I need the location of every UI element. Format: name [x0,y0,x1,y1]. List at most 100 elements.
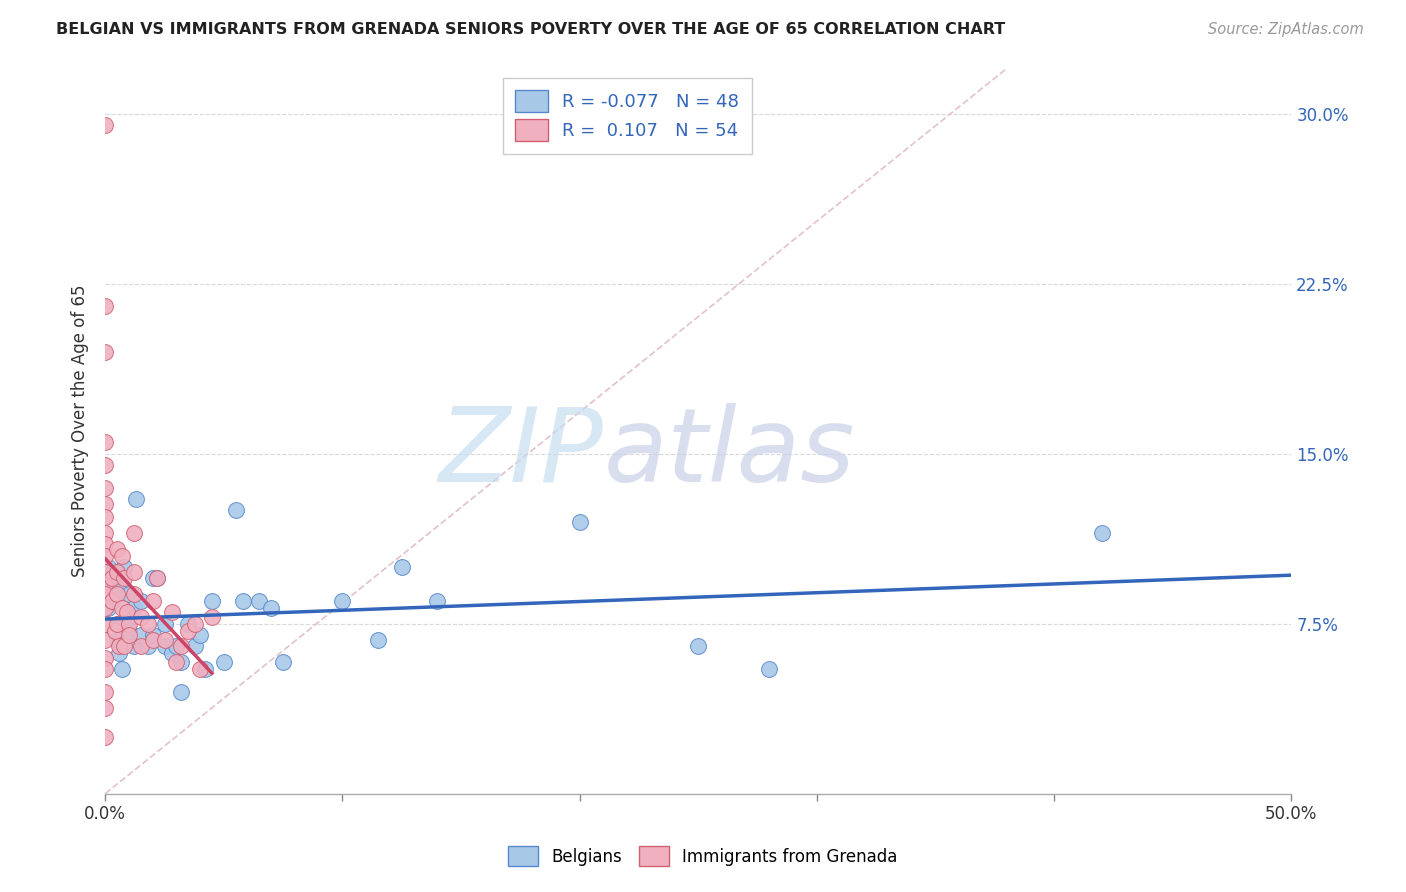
Point [1090,526,1112,541]
Point [118,628,141,642]
Point [142,594,165,608]
Point [160,606,183,620]
Point [122,640,145,654]
Point [271,655,294,669]
Point [146,571,169,585]
Point [136,616,159,631]
Point [367,632,389,647]
Point [129,610,152,624]
Point [94,481,117,495]
Point [94,650,117,665]
Point [94,700,117,714]
Point [94,537,117,551]
Point [111,662,134,676]
Y-axis label: Seniors Poverty Over the Age of 65: Seniors Poverty Over the Age of 65 [72,285,89,577]
Point [170,640,193,654]
Point [142,632,165,647]
Point [94,565,117,579]
Point [118,624,141,638]
Point [101,594,124,608]
Point [94,526,117,541]
Point [94,458,117,472]
Point [568,515,591,529]
Point [129,594,152,608]
Point [136,640,159,654]
Point [101,594,124,608]
Text: Source: ZipAtlas.com: Source: ZipAtlas.com [1208,22,1364,37]
Point [118,587,141,601]
Point [188,628,211,642]
Point [153,632,176,647]
Point [108,582,131,597]
Point [115,606,138,620]
Point [94,587,117,601]
Point [105,616,128,631]
Point [225,503,247,517]
Point [105,632,128,647]
Point [94,662,117,676]
Point [112,571,135,585]
Point [94,435,117,450]
Point [101,571,124,585]
Point [97,578,120,592]
Point [146,571,169,585]
Point [94,300,117,314]
Point [129,628,152,642]
Point [108,646,131,660]
Point [165,655,187,669]
Point [104,578,127,592]
Point [160,646,183,660]
Point [758,662,780,676]
Point [118,616,141,631]
Point [94,510,117,524]
Point [426,594,449,608]
Point [194,662,217,676]
Point [177,624,200,638]
Point [122,565,145,579]
Point [94,730,117,744]
Point [111,600,134,615]
Point [105,587,128,601]
Point [105,565,128,579]
Text: atlas: atlas [603,403,855,503]
Legend: R = -0.077   N = 48, R =  0.107   N = 54: R = -0.077 N = 48, R = 0.107 N = 54 [502,78,752,154]
Point [249,594,271,608]
Point [125,492,148,507]
Legend: Belgians, Immigrants from Grenada: Belgians, Immigrants from Grenada [501,838,905,875]
Point [122,587,145,601]
Point [232,594,254,608]
Point [112,560,135,574]
Point [212,655,235,669]
Point [142,628,165,642]
Point [94,632,117,647]
Point [104,624,127,638]
Text: ZIP: ZIP [439,403,603,503]
Point [153,640,176,654]
Point [94,118,117,132]
Point [184,616,207,631]
Point [688,640,710,654]
Point [94,616,117,631]
Point [332,594,354,608]
Point [170,684,193,698]
Point [122,526,145,541]
Point [94,344,117,359]
Point [112,640,135,654]
Point [177,616,200,631]
Point [201,594,224,608]
Point [142,571,165,585]
Point [94,600,117,615]
Text: BELGIAN VS IMMIGRANTS FROM GRENADA SENIORS POVERTY OVER THE AGE OF 65 CORRELATIO: BELGIAN VS IMMIGRANTS FROM GRENADA SENIO… [56,22,1005,37]
Point [188,662,211,676]
Point [105,616,128,631]
Point [260,600,283,615]
Point [94,684,117,698]
Point [165,640,187,654]
Point [111,549,134,563]
Point [97,600,120,615]
Point [97,560,120,574]
Point [105,541,128,556]
Point [94,549,117,563]
Point [391,560,413,574]
Point [115,616,138,631]
